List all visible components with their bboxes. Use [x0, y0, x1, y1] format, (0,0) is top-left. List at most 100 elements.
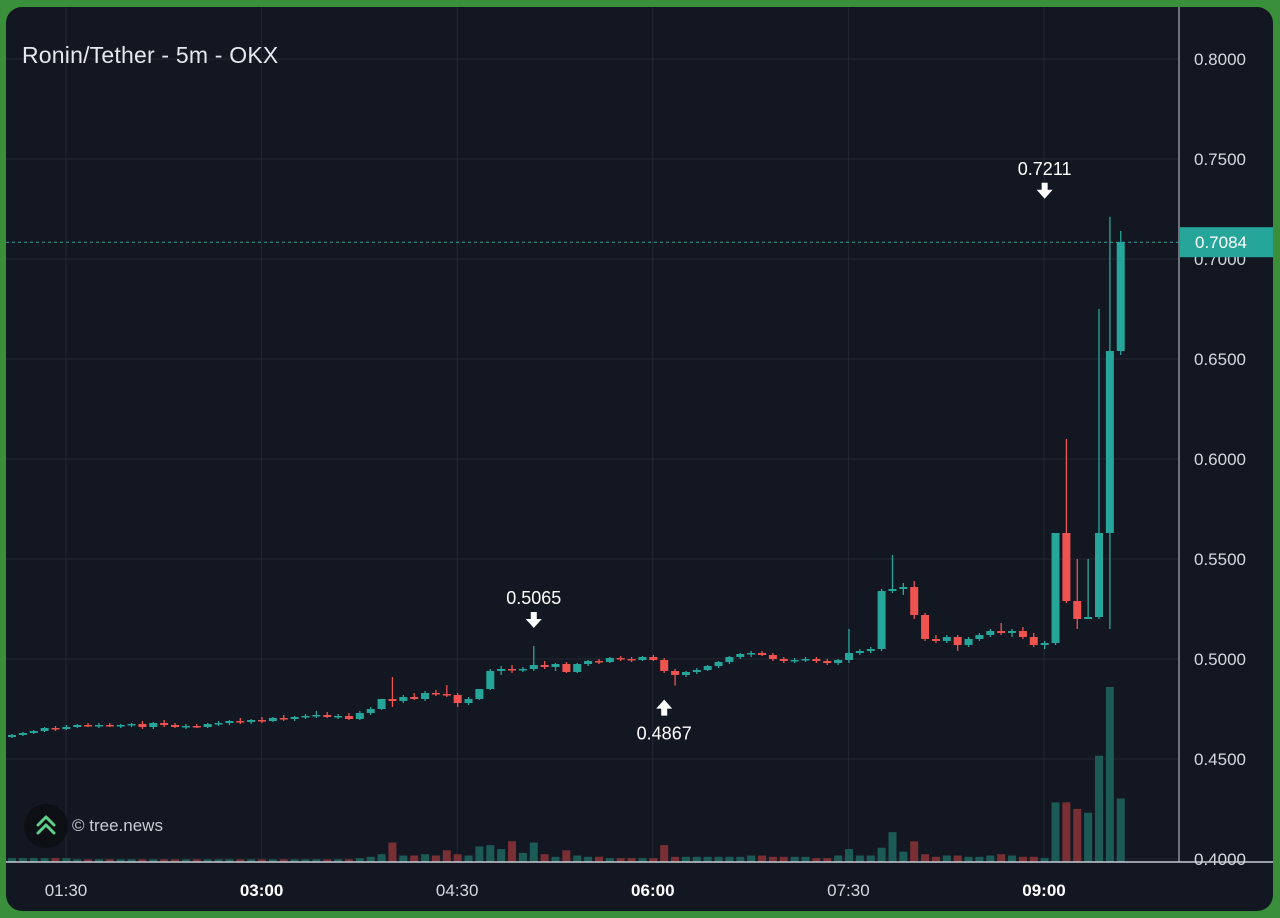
volume-bar [475, 846, 484, 862]
x-tick-label: 03:00 [240, 881, 283, 900]
candle-body [768, 655, 777, 659]
volume-bar [779, 856, 788, 862]
candle-body [127, 724, 136, 726]
volume-bar [160, 859, 169, 862]
volume-bar [931, 856, 940, 862]
candle-body [323, 715, 332, 717]
candle-body [594, 661, 603, 663]
volume-bar [73, 859, 82, 862]
candle-body [497, 669, 506, 671]
volume-bar [497, 849, 506, 862]
candle-body [1116, 242, 1125, 351]
arrow-down-icon [525, 612, 542, 628]
candle-body [627, 659, 636, 661]
x-tick-label: 07:30 [827, 881, 870, 900]
volume-bar [736, 856, 745, 862]
volume-bar [910, 841, 919, 862]
candle-body [551, 664, 560, 667]
candle-body [181, 726, 190, 728]
candle-body [888, 589, 897, 591]
volume-bar [1084, 812, 1093, 862]
volume-bar [334, 859, 343, 862]
candle-body [584, 661, 593, 664]
candle-body [171, 725, 180, 727]
candle-body [605, 658, 614, 662]
candle-body [138, 724, 147, 727]
volume-bar [1116, 798, 1125, 862]
candle-body [225, 721, 234, 723]
candle-body [453, 695, 462, 703]
y-tick-label: 0.6500 [1194, 350, 1246, 369]
arrow-up-icon [656, 699, 673, 716]
candle-body [366, 709, 375, 713]
volume-bar [540, 854, 549, 862]
annotations: 0.7084 0.5065 0.4867 0.7211 [6, 159, 1273, 744]
candle-body [921, 615, 930, 639]
high-annotation-label: 0.5065 [506, 588, 561, 608]
candle-body [1084, 617, 1093, 619]
volume-bar [964, 856, 973, 862]
volume-bar [671, 856, 680, 862]
volume-bar [823, 858, 832, 862]
tree-news-logo-icon [24, 804, 68, 848]
watermark-text: © tree.news [72, 816, 163, 835]
candle-body [812, 659, 821, 661]
volume-bar [149, 859, 158, 862]
volume-bar [453, 854, 462, 862]
volume-bar [584, 856, 593, 862]
candle-body [964, 639, 973, 645]
volume-bar [225, 859, 234, 862]
volume-bar [605, 858, 614, 862]
candle-body [540, 665, 549, 667]
low-annotation-label: 0.4867 [637, 724, 692, 744]
volume-bar [51, 858, 60, 862]
last-price-label: 0.7084 [1195, 233, 1247, 252]
volume-bar [627, 858, 636, 862]
volume-bar [127, 859, 136, 862]
y-tick-label: 0.7500 [1194, 150, 1246, 169]
candle-body [94, 725, 103, 727]
candle-body [779, 659, 788, 661]
volume-bar [1105, 687, 1114, 862]
candle-body [236, 721, 245, 723]
volume-bar [573, 855, 582, 862]
candle-body [1105, 351, 1114, 533]
y-tick-label: 0.5000 [1194, 650, 1246, 669]
volume-bar [649, 858, 658, 862]
candle-body [703, 666, 712, 670]
candle-body [431, 693, 440, 695]
candle-body [997, 631, 1006, 633]
candle-body [486, 671, 495, 689]
y-tick-label: 0.4000 [1194, 850, 1246, 869]
candle-body [51, 728, 60, 730]
volume-bar [181, 859, 190, 862]
volume-bar [877, 847, 886, 862]
volume-bar [279, 859, 288, 862]
candle-body [410, 697, 419, 699]
x-tick-label: 01:30 [45, 881, 88, 900]
candle-body [714, 662, 723, 666]
candle-body [475, 689, 484, 699]
volume-bar [681, 856, 690, 862]
last-price-tag [1180, 227, 1273, 258]
candle-body [931, 639, 940, 641]
candle-body [8, 735, 16, 737]
volume-bar [638, 858, 647, 862]
volume-bar [290, 859, 299, 862]
arrow-down-icon [1036, 182, 1053, 199]
x-tick-label: 09:00 [1022, 881, 1065, 900]
volume-bar [790, 856, 799, 862]
volume-bar [62, 858, 71, 862]
candle-body [573, 664, 582, 672]
chart-title: Ronin/Tether - 5m - OKX [22, 42, 279, 68]
volume-bar [725, 856, 734, 862]
candle-body [116, 725, 125, 727]
candle-body [290, 717, 299, 719]
volume-bar [986, 855, 995, 862]
candle-body [855, 651, 864, 653]
candle-body [1095, 533, 1103, 617]
candle-body [214, 723, 223, 725]
volume-bar [801, 856, 810, 862]
candle-body [508, 669, 517, 671]
volume-bar [442, 850, 451, 862]
